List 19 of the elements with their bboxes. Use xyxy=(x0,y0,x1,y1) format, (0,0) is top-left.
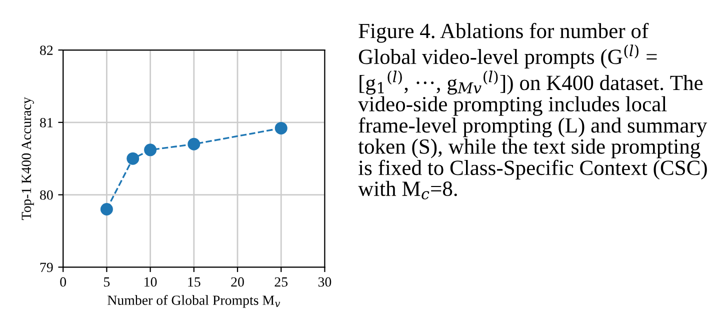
point xyxy=(126,152,140,165)
x-tick-label: 5 xyxy=(104,277,110,287)
y-axis-title: Top-1 K400 Accuracy xyxy=(22,97,34,220)
y-tick-label: 82 xyxy=(40,46,53,55)
x-tick-label: 25 xyxy=(274,277,288,287)
x-axis-title: Number of Global Prompts M$_{v}$ xyxy=(108,295,280,308)
y-tick-label: 81 xyxy=(40,118,53,128)
x-tick-label: 0 xyxy=(60,277,66,287)
point xyxy=(188,138,200,150)
x-tick-label: 30 xyxy=(318,277,332,287)
point xyxy=(100,203,113,216)
point xyxy=(274,122,288,134)
y-tick-label: 79 xyxy=(40,262,53,272)
x-tick-label: 10 xyxy=(144,277,157,287)
point xyxy=(144,144,157,156)
x-tick-label: 20 xyxy=(231,277,244,287)
y-tick-label: 80 xyxy=(40,190,53,200)
text: Figure 4. Ablations for number of Global video-level prompts (G$^{(l)}$ = [g$_{1}$$^{(l)}$, ···, g$_{Mv}$$^{(l)}$]) on K400 dataset. The video-side prompting includes local frame-level prompting (L) and summary token (S), while the text side prompting is fixed to Class-Specific Context (CSC) with M$_{c}$=8. xyxy=(358,22,708,200)
x-tick-label: 15 xyxy=(188,277,200,287)
